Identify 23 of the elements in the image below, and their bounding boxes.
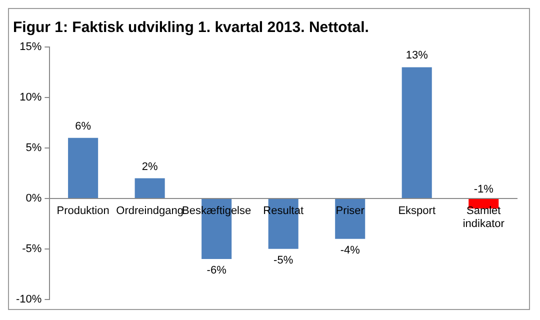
x-tick-label: Produktion — [56, 204, 110, 217]
y-tick-label: 0% — [26, 192, 42, 204]
bar — [134, 178, 165, 198]
bar — [402, 67, 432, 198]
y-tick-label: -10% — [16, 293, 42, 306]
chart-title: Figur 1: Faktisk udvikling 1. kvartal 2013. Nettotal. — [13, 19, 369, 36]
y-tick-label: 15% — [20, 41, 42, 54]
data-label: -6% — [206, 264, 227, 277]
bar — [68, 138, 98, 198]
data-label: 6% — [75, 120, 92, 132]
data-label: -1% — [474, 183, 494, 196]
data-label: -4% — [340, 244, 360, 256]
x-tick-label: Ordreindgang — [116, 204, 184, 217]
x-tick-label: Priser — [336, 204, 365, 217]
y-tick-label: 5% — [26, 142, 42, 154]
y-tick-label: 10% — [20, 92, 42, 104]
x-tick-label: Eksport — [398, 204, 436, 217]
data-label: 13% — [406, 50, 428, 62]
x-tick-label: Samlet indikator — [462, 204, 505, 230]
data-label: -5% — [274, 254, 294, 266]
bar — [335, 198, 366, 239]
data-label: 2% — [142, 160, 158, 173]
y-tick-label: -5% — [22, 242, 42, 255]
